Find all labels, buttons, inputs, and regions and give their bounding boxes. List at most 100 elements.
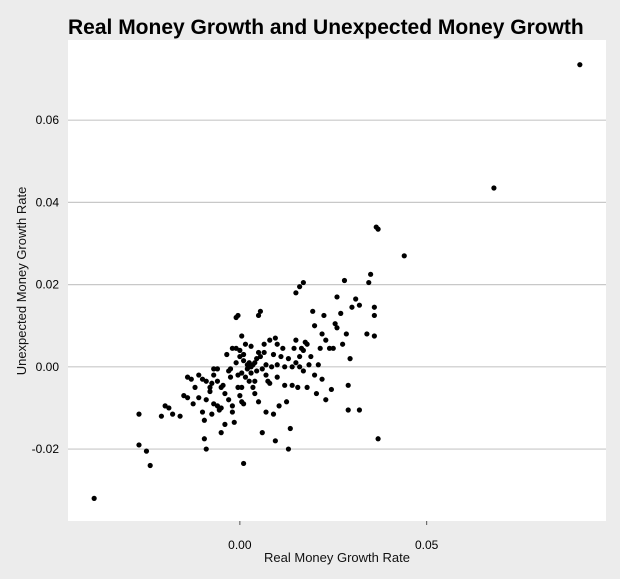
- scatter-point: [491, 185, 497, 191]
- scatter-point: [274, 362, 280, 368]
- scatter-point: [203, 397, 209, 403]
- scatter-point: [577, 62, 583, 68]
- scatter-point: [136, 411, 142, 417]
- scatter-point: [297, 353, 303, 360]
- scatter-point: [269, 364, 275, 370]
- chart-title: Real Money Growth and Unexpected Money G…: [68, 16, 584, 39]
- scatter-point: [345, 407, 351, 413]
- scatter-point: [201, 436, 207, 442]
- scatter-point: [214, 378, 221, 384]
- scatter-point: [196, 395, 202, 401]
- scatter-point: [259, 366, 265, 372]
- scatter-point: [313, 390, 320, 397]
- scatter-point: [239, 384, 245, 390]
- scatter-point: [338, 310, 344, 316]
- scatter-point: [235, 384, 241, 390]
- scatter-point: [267, 337, 273, 343]
- scatter-point: [349, 304, 355, 310]
- scatter-point: [282, 364, 288, 370]
- scatter-point: [229, 403, 235, 409]
- scatter-point: [184, 395, 191, 401]
- scatter-point: [201, 417, 207, 423]
- scatter-point: [341, 277, 348, 284]
- y-tick-label: 0.06: [36, 113, 60, 127]
- scatter-point: [207, 388, 213, 395]
- scatter-point: [199, 409, 206, 415]
- scatter-point: [311, 372, 318, 378]
- scatter-point: [261, 341, 267, 347]
- scatter-point: [257, 308, 264, 314]
- scatter-point: [323, 337, 329, 343]
- scatter-point: [270, 351, 277, 358]
- x-tick-label: 0.05: [415, 538, 439, 552]
- scatter-point: [246, 378, 252, 384]
- scatter-point: [317, 345, 323, 351]
- scatter-point: [287, 425, 293, 432]
- scatter-point: [276, 403, 282, 409]
- scatter-point: [143, 448, 150, 454]
- scatter-point: [300, 368, 306, 374]
- scatter-point: [293, 337, 299, 343]
- scatter-point: [190, 401, 196, 407]
- scatter-point: [343, 331, 349, 337]
- scatter-point: [257, 353, 264, 360]
- scatter-point: [285, 356, 292, 362]
- scatter-point: [371, 333, 377, 339]
- scatter-point: [240, 401, 247, 407]
- scatter-point: [91, 495, 97, 501]
- scatter-point: [300, 279, 306, 286]
- scatter-point: [283, 399, 290, 405]
- scatter-point: [211, 366, 217, 372]
- scatter-point: [226, 397, 232, 403]
- scatter-point: [340, 341, 346, 347]
- scatter-point: [282, 382, 288, 388]
- scatter-point: [375, 226, 381, 232]
- scatter-point: [235, 312, 241, 319]
- scatter-point: [332, 321, 338, 327]
- scatter-point: [319, 376, 325, 382]
- scatter-point: [272, 438, 278, 444]
- scatter-point: [278, 353, 284, 360]
- scatter-point: [356, 407, 363, 413]
- scatter-point: [371, 312, 377, 319]
- axis-ticks: -0.02 0.00 0.02 0.04 0.06 0.00 0.05: [32, 113, 439, 552]
- scatter-point: [220, 382, 226, 388]
- y-tick-label: 0.04: [36, 195, 60, 209]
- scatter-point: [231, 419, 237, 425]
- scatter-point: [293, 290, 299, 296]
- scatter-point: [255, 349, 262, 356]
- scatter-point: [263, 372, 269, 378]
- scatter-point: [319, 331, 325, 337]
- scatter-point: [366, 279, 372, 286]
- scatter-point: [209, 411, 215, 417]
- x-axis-label: Real Money Growth Rate: [264, 550, 410, 565]
- scatter-point: [306, 362, 312, 368]
- y-tick-label: 0.00: [36, 360, 60, 374]
- x-tick-label: 0.00: [228, 538, 252, 552]
- scatter-point: [255, 399, 262, 405]
- scatter-point: [263, 362, 269, 368]
- scatter-point: [285, 446, 292, 452]
- scatter-point: [334, 325, 340, 331]
- scatter-point: [211, 372, 217, 378]
- data-points: [91, 62, 583, 501]
- scatter-point: [192, 384, 198, 390]
- scatter-point: [170, 411, 176, 417]
- scatter-point: [233, 360, 239, 366]
- y-axis-label: Unexpected Money Growth Rate: [14, 187, 29, 376]
- scatter-point: [295, 384, 301, 390]
- scatter-point: [267, 380, 273, 386]
- scatter-point: [263, 409, 269, 415]
- scatter-point: [240, 358, 247, 364]
- scatter-point: [328, 386, 334, 393]
- scatter-point: [222, 421, 228, 427]
- scatter-point: [304, 341, 310, 347]
- scatter-point: [196, 372, 202, 378]
- scatter-point: [240, 351, 247, 358]
- scatter-point: [136, 442, 142, 448]
- scatter-point: [291, 345, 297, 351]
- scatter-point: [209, 380, 215, 386]
- scatter-point: [237, 393, 243, 399]
- scatter-point: [240, 460, 247, 467]
